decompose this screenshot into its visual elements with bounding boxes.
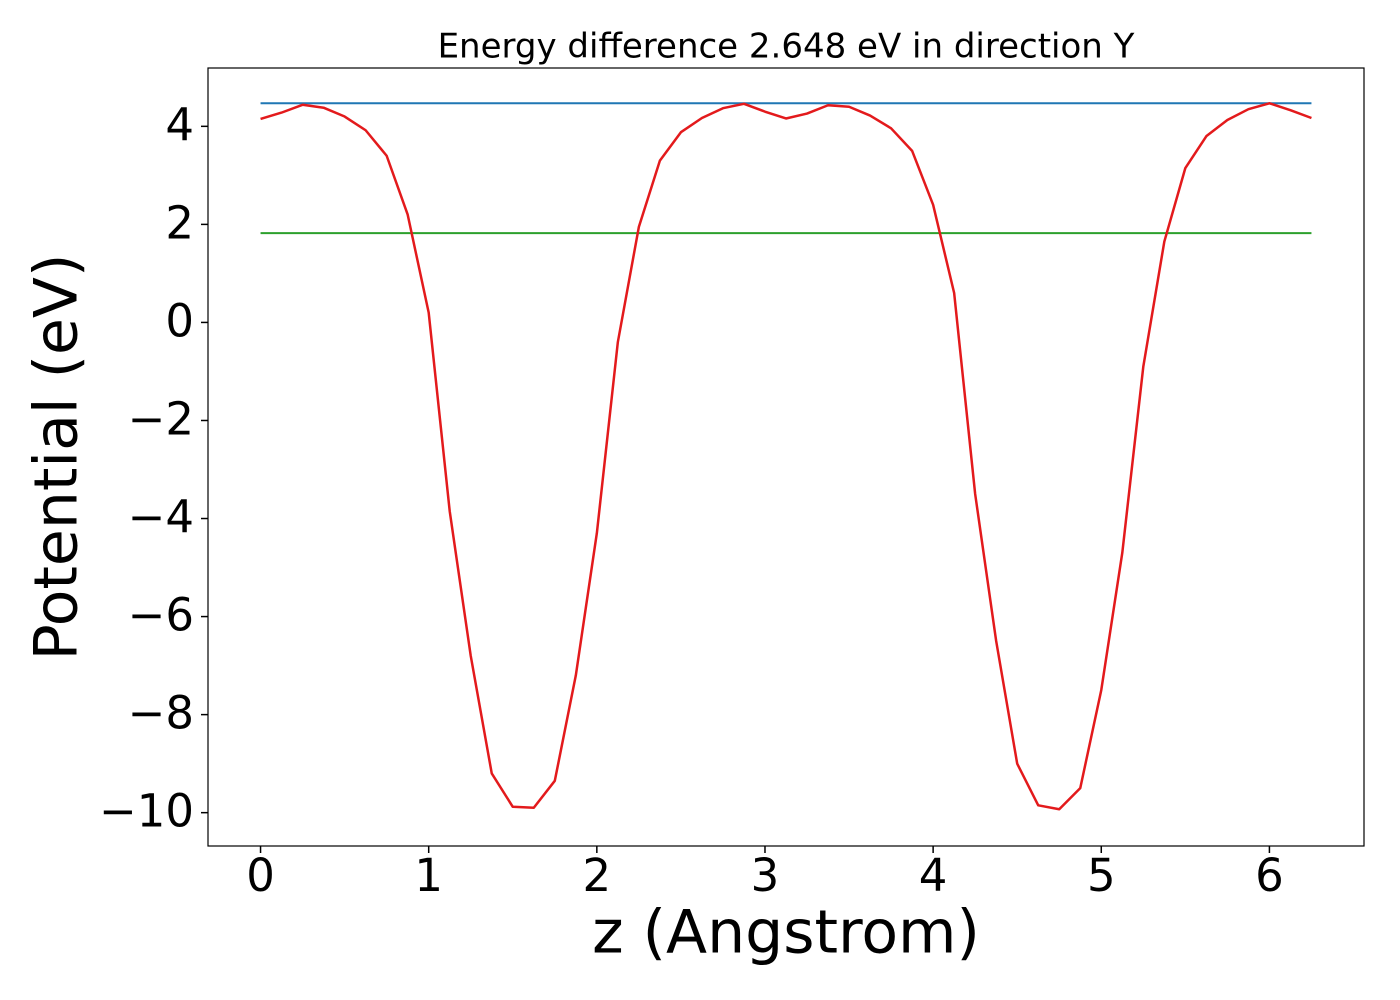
x-axis-label: z (Angstrom) [592,898,980,968]
y-tick-label: 4 [165,98,194,151]
x-tick-label: 2 [583,849,612,902]
x-tick-label: 0 [246,849,275,902]
chart-title: Energy difference 2.648 eV in direction … [438,27,1135,67]
x-tick-label: 4 [919,849,948,902]
data-line [260,102,1312,811]
y-axis-label: Potential (eV) [22,254,92,661]
x-tick-label: 6 [1255,849,1284,902]
plot-frame [207,67,1365,847]
y-tick-label: −2 [128,392,194,445]
y-tick-label: −8 [128,687,194,740]
y-tick-label: 2 [165,196,194,249]
y-tick-label: −4 [128,491,194,544]
y-tick-label: −6 [128,589,194,642]
y-tick-label: 0 [165,294,194,347]
y-tick-label: −10 [99,785,194,838]
x-tick-label: 1 [414,849,443,902]
x-tick-label: 5 [1087,849,1116,902]
x-tick-label: 3 [751,849,780,902]
